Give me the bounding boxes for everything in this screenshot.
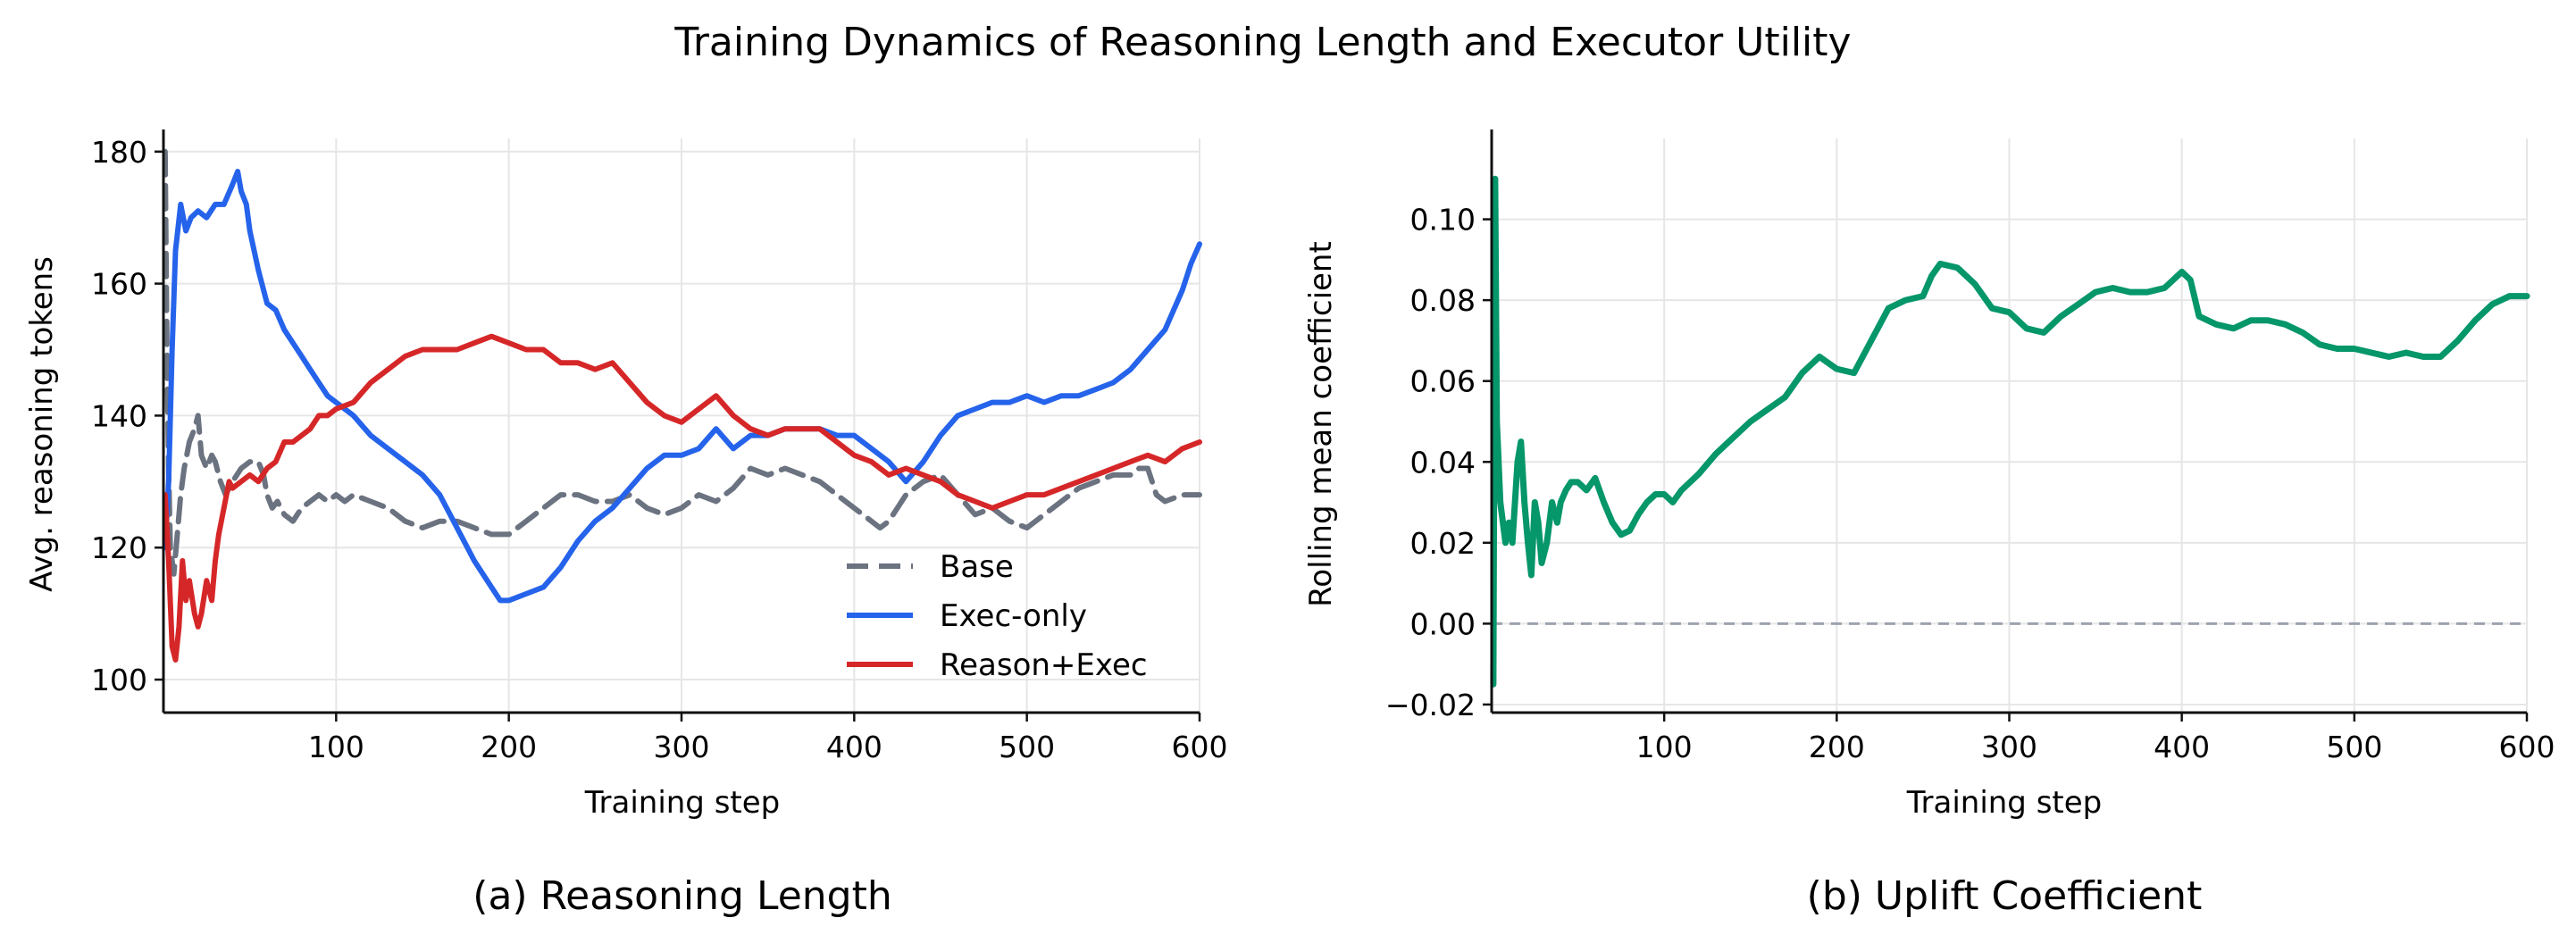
panel-a: 100 200 300 400 500 600 100 120 140 160 180 Traini… xyxy=(24,129,1228,919)
caption-b: (b) Uplift Coefficient xyxy=(1807,873,2203,919)
panel-b: 100 200 300 400 500 600 −0.02 0.00 0.02 0.04 0.06 0… xyxy=(1303,129,2555,919)
y-tick-label-6: 0.10 xyxy=(1410,203,1476,238)
x-tick-label-2: 300 xyxy=(1981,730,2037,764)
legend-label-exec-only: Exec-only xyxy=(940,598,1087,634)
x-tick-label-4: 500 xyxy=(2326,730,2382,764)
x-tick-label-1: 200 xyxy=(1809,730,1865,764)
x-tick-label-5: 600 xyxy=(1172,730,1228,764)
panel-b-series xyxy=(1490,175,2530,688)
x-tick-label-2: 300 xyxy=(654,730,710,764)
series-line-reason-exec xyxy=(162,333,1202,663)
y-tick-label-3: 160 xyxy=(91,267,147,302)
y-tick-label-3: 0.04 xyxy=(1410,445,1476,480)
x-tick-label-5: 600 xyxy=(2499,730,2555,764)
x-tick-label-0: 100 xyxy=(1636,730,1693,764)
legend-label-base: Base xyxy=(940,549,1014,585)
y-tick-label-0: −0.02 xyxy=(1385,688,1476,722)
series-line-exec-only xyxy=(162,169,1202,604)
y-tick-label-2: 140 xyxy=(91,398,147,433)
panel-b-grid xyxy=(1492,138,2528,713)
panel-a-ylabel: Avg. reasoning tokens xyxy=(24,256,60,592)
y-tick-label-1: 120 xyxy=(91,530,147,565)
series-line-base xyxy=(162,148,1202,577)
x-tick-label-1: 200 xyxy=(481,730,537,764)
y-tick-label-4: 0.06 xyxy=(1410,364,1476,399)
caption-a: (a) Reasoning Length xyxy=(473,873,891,919)
panel-a-xlabel: Training step xyxy=(584,785,781,821)
figure-title: Training Dynamics of Reasoning Length an… xyxy=(673,20,1851,65)
panel-b-xlabel: Training step xyxy=(1906,785,2103,821)
y-tick-label-5: 0.08 xyxy=(1410,283,1476,318)
series-line-uplift xyxy=(1490,175,2530,688)
panel-a-grid xyxy=(163,138,1200,713)
panel-b-ticks: 100 200 300 400 500 600 −0.02 0.00 0.02 0.04 0.06 0… xyxy=(1385,203,2555,764)
panel-b-ylabel: Rolling mean coefficient xyxy=(1303,241,1339,607)
x-tick-label-3: 400 xyxy=(2154,730,2210,764)
x-tick-label-0: 100 xyxy=(308,730,364,764)
y-tick-label-1: 0.00 xyxy=(1410,606,1476,641)
panel-a-legend: Base Exec-only Reason+Exec xyxy=(847,549,1148,683)
x-tick-label-4: 500 xyxy=(999,730,1055,764)
legend-label-reason-exec: Reason+Exec xyxy=(940,647,1148,683)
y-tick-label-0: 100 xyxy=(91,663,147,697)
y-tick-label-4: 180 xyxy=(91,135,147,170)
x-tick-label-3: 400 xyxy=(826,730,882,764)
panel-a-series xyxy=(162,148,1202,663)
panel-a-ticks: 100 200 300 400 500 600 100 120 140 160 180 xyxy=(91,135,1228,764)
y-tick-label-2: 0.02 xyxy=(1410,526,1476,561)
